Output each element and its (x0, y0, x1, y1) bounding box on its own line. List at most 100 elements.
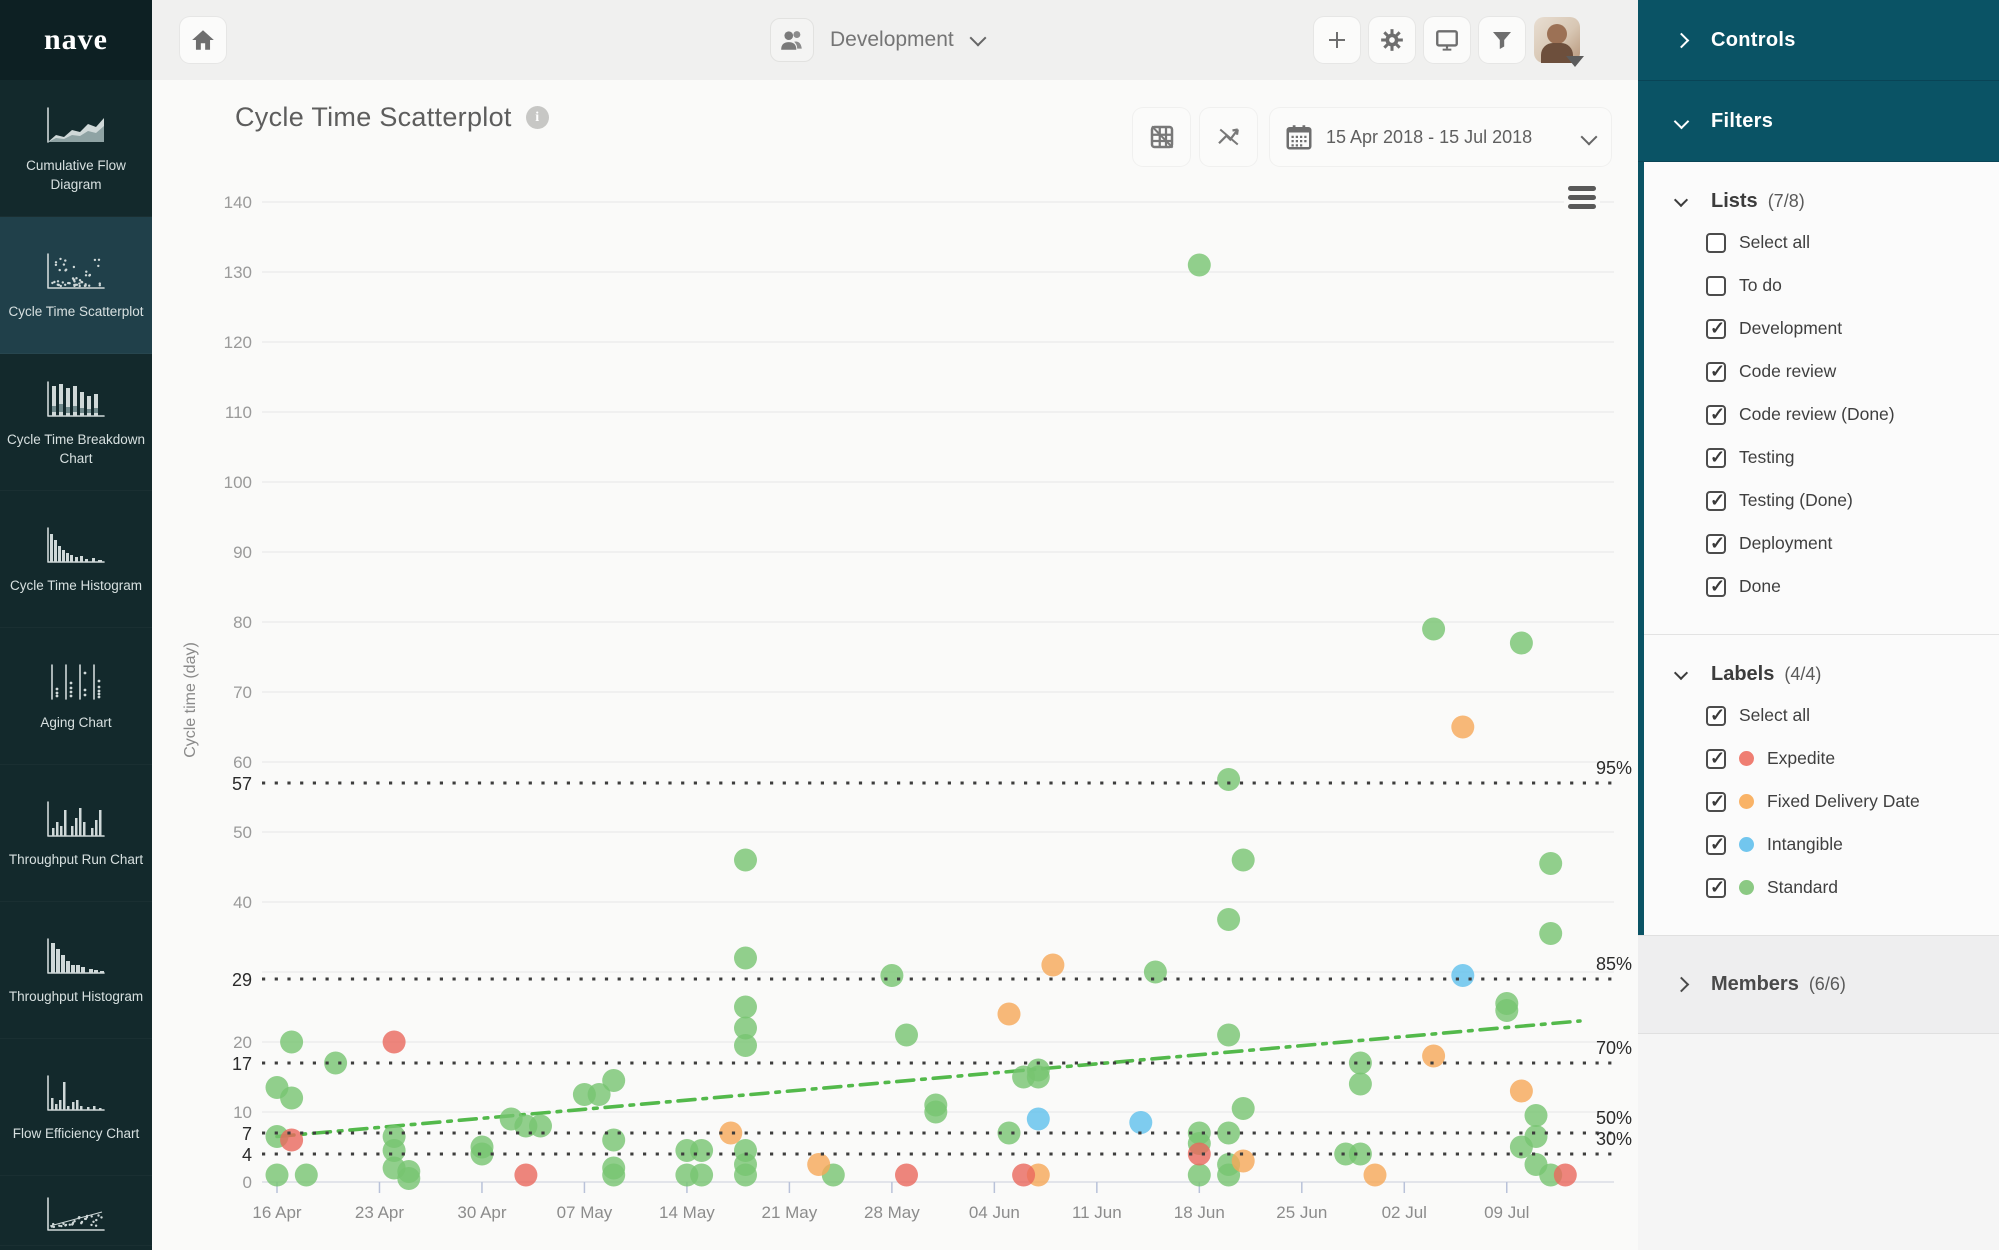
scatter-point-fixed-delivery-date[interactable] (807, 1153, 831, 1176)
scatter-point-standard[interactable] (1231, 1097, 1255, 1120)
date-range-picker[interactable]: 15 Apr 2018 - 15 Jul 2018 (1270, 108, 1611, 166)
scatter-point-standard[interactable] (265, 1163, 289, 1187)
scatter-point-standard[interactable] (382, 1139, 406, 1162)
scatter-point-fixed-delivery-date[interactable] (1231, 1149, 1255, 1173)
scatter-point-standard[interactable] (1231, 848, 1255, 872)
scatter-point-standard[interactable] (1348, 1051, 1372, 1075)
scatter-point-standard[interactable] (1539, 922, 1563, 945)
scatter-point-fixed-delivery-date[interactable] (719, 1121, 743, 1145)
nave-logo[interactable]: nave (0, 0, 152, 80)
filter-checkbox-expedite[interactable]: Expedite (1644, 737, 1999, 780)
checkbox[interactable] (1706, 834, 1726, 855)
scatter-point-standard[interactable] (1217, 1023, 1241, 1047)
scatter-point-standard[interactable] (324, 1051, 348, 1075)
scatter-point-standard[interactable] (1217, 1163, 1241, 1187)
user-avatar[interactable] (1534, 17, 1584, 67)
filter-checkbox-select-all[interactable]: Select all (1644, 694, 1999, 737)
scatter-point-standard[interactable] (734, 946, 757, 970)
scatter-point-expedite[interactable] (382, 1030, 406, 1054)
scatter-point-standard[interactable] (997, 1121, 1021, 1145)
info-icon[interactable]: i (525, 106, 549, 129)
sidebar-item-throughput-run-chart[interactable]: .ax{stroke:#cfd8d8;stroke-width:1.6;fill… (0, 765, 152, 902)
scatter-point-fixed-delivery-date[interactable] (1041, 953, 1065, 977)
filter-checkbox-done[interactable]: Done (1644, 565, 1999, 608)
scatter-point-intangible[interactable] (1129, 1111, 1153, 1134)
checkbox[interactable] (1706, 275, 1726, 296)
checkbox[interactable] (1706, 576, 1726, 597)
scatter-point-fixed-delivery-date[interactable] (1451, 715, 1475, 739)
scatter-point-standard[interactable] (1539, 852, 1563, 875)
filter-checkbox-deployment[interactable]: Deployment (1644, 522, 1999, 565)
scatter-point-standard[interactable] (895, 1023, 918, 1047)
checkbox[interactable] (1706, 404, 1726, 425)
toggle-table-button[interactable] (1133, 108, 1190, 166)
checkbox[interactable] (1706, 791, 1726, 812)
filter-checkbox-intangible[interactable]: Intangible (1644, 823, 1999, 866)
scatter-point-standard[interactable] (734, 995, 757, 1019)
checkbox[interactable] (1706, 533, 1726, 554)
scatter-point-standard[interactable] (280, 1086, 304, 1110)
filters-header[interactable]: Filters (1638, 81, 1999, 162)
scatter-point-standard[interactable] (1187, 1163, 1211, 1187)
scatter-point-standard[interactable] (1026, 1065, 1050, 1089)
scatter-point-fixed-delivery-date[interactable] (1363, 1163, 1387, 1187)
filter-checkbox-development[interactable]: Development (1644, 307, 1999, 350)
scatter-point-standard[interactable] (1187, 253, 1211, 277)
scatter-point-standard[interactable] (690, 1163, 714, 1187)
checkbox[interactable] (1706, 877, 1726, 898)
scatter-point-standard[interactable] (602, 1163, 626, 1187)
scatter-point-standard[interactable] (924, 1100, 948, 1124)
scatter-point-standard[interactable] (1143, 960, 1167, 984)
add-button[interactable] (1314, 17, 1360, 63)
checkbox[interactable] (1706, 318, 1726, 339)
board-switcher[interactable]: Development (770, 17, 987, 63)
filter-checkbox-standard[interactable]: Standard (1644, 866, 1999, 909)
scatter-point-expedite[interactable] (895, 1163, 918, 1187)
scatter-point-standard[interactable] (1217, 768, 1241, 791)
lists-section-toggle[interactable]: Lists (7/8) (1644, 190, 1999, 213)
scatter-point-standard[interactable] (602, 1069, 626, 1092)
scatter-point-fixed-delivery-date[interactable] (997, 1002, 1021, 1026)
home-button[interactable] (180, 17, 226, 63)
checkbox[interactable] (1706, 232, 1726, 253)
chart-menu-button[interactable] (1564, 184, 1600, 216)
scatter-point-expedite[interactable] (1187, 1142, 1211, 1166)
scatter-point-fixed-delivery-date[interactable] (1422, 1044, 1446, 1068)
scatter-point-standard[interactable] (1524, 1125, 1548, 1148)
checkbox[interactable] (1706, 748, 1726, 769)
scatter-point-standard[interactable] (734, 1016, 757, 1040)
scatter-point-standard[interactable] (1217, 908, 1241, 931)
scatter-point-expedite[interactable] (280, 1128, 304, 1152)
scatter-point-standard[interactable] (397, 1167, 421, 1190)
checkbox[interactable] (1706, 447, 1726, 468)
labels-section-toggle[interactable]: Labels (4/4) (1644, 663, 1999, 686)
filter-checkbox-to-do[interactable]: To do (1644, 264, 1999, 307)
checkbox[interactable] (1706, 705, 1726, 726)
sidebar-item-cycle-time-scatterplot[interactable]: .ax{stroke:#cfd8d8;stroke-width:1.6;fill… (0, 217, 152, 354)
scatter-point-expedite[interactable] (1012, 1163, 1036, 1187)
controls-header[interactable]: Controls (1638, 0, 1999, 81)
sidebar-item-flow-efficiency-chart[interactable]: .ax{stroke:#cfd8d8;stroke-width:1.6;fill… (0, 1039, 152, 1176)
display-button[interactable] (1424, 17, 1470, 63)
scatter-point-standard[interactable] (1495, 999, 1519, 1022)
checkbox[interactable] (1706, 490, 1726, 511)
sidebar-item-more[interactable]: .ax{stroke:#cfd8d8;stroke-width:1.6;fill… (0, 1176, 152, 1246)
filter-checkbox-select-all[interactable]: Select all (1644, 221, 1999, 264)
scatter-point-standard[interactable] (734, 1163, 757, 1187)
scatter-point-standard[interactable] (1524, 1104, 1548, 1127)
filter-button[interactable] (1479, 17, 1525, 63)
filter-checkbox-code-review-done-[interactable]: Code review (Done) (1644, 393, 1999, 436)
filter-checkbox-testing-done-[interactable]: Testing (Done) (1644, 479, 1999, 522)
scatter-point-standard[interactable] (1348, 1142, 1372, 1166)
scatter-point-standard[interactable] (1422, 617, 1446, 641)
sidebar-item-cycle-time-histogram[interactable]: .ax{stroke:#cfd8d8;stroke-width:1.6;fill… (0, 491, 152, 628)
scatter-point-standard[interactable] (470, 1142, 494, 1166)
scatter-point-standard[interactable] (880, 964, 904, 987)
scatter-point-standard[interactable] (587, 1083, 611, 1106)
toggle-trend-button[interactable] (1200, 108, 1257, 166)
scatter-point-intangible[interactable] (1451, 964, 1475, 987)
scatter-point-standard[interactable] (529, 1114, 552, 1138)
scatter-point-intangible[interactable] (1026, 1107, 1050, 1131)
scatter-point-standard[interactable] (294, 1163, 318, 1187)
filter-checkbox-testing[interactable]: Testing (1644, 436, 1999, 479)
